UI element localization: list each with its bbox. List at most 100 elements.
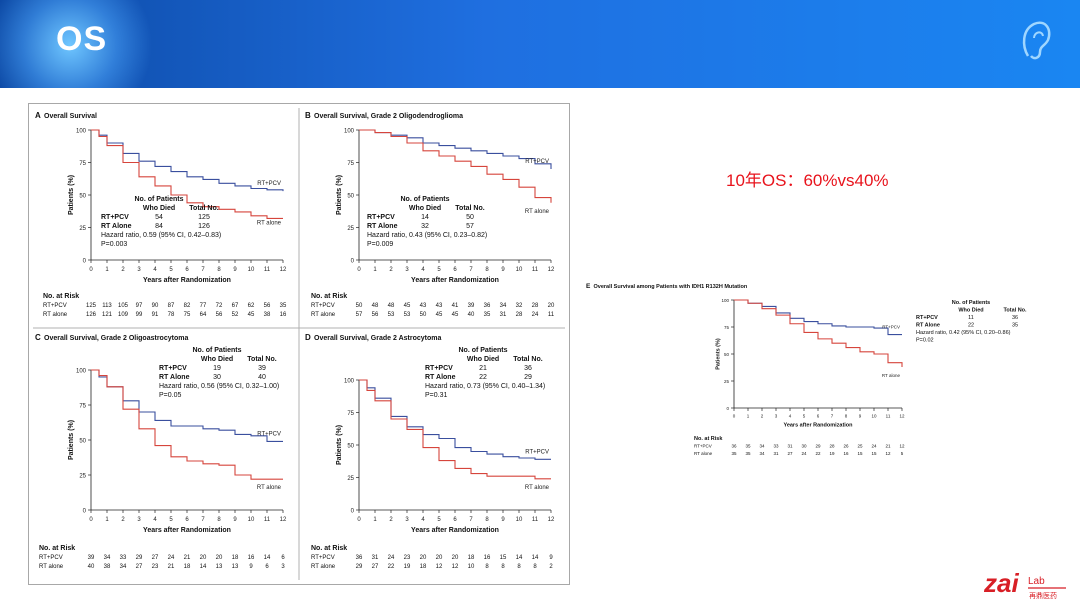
x-tick-label: 2 [121,517,125,523]
at-risk-value: 38 [104,564,111,570]
at-risk-row-label: RT+PCV [43,303,67,309]
x-tick-label: 0 [357,517,361,523]
at-risk-value: 48 [388,303,395,309]
y-tick-label: 0 [83,258,87,264]
x-tick-label: 11 [532,267,539,273]
at-risk-value: 12 [452,564,459,570]
x-tick-label: 2 [121,267,125,273]
at-risk-value: 125 [86,303,97,309]
panel-e: E Overall Survival among Patients with ID… [586,283,1027,456]
p-value: P=0.009 [367,241,393,248]
panel-title: Overall Survival, Grade 2 Astrocytoma [314,335,441,342]
at-risk-row-label: RT+PCV [39,555,63,561]
table-header: Total No. [513,356,542,363]
at-risk-value: 34 [759,444,765,449]
x-tick-label: 8 [485,267,489,273]
p-value: P=0.05 [159,392,181,399]
p-value: P=0.003 [101,241,127,248]
table-header: Total No. [247,356,276,363]
y-tick-label: 25 [347,226,354,232]
at-risk-value: 19 [404,564,411,570]
at-risk-value: 14 [264,555,271,561]
x-tick-label: 9 [859,414,862,419]
at-risk-value: 5 [901,451,904,456]
at-risk-value: 15 [500,555,507,561]
y-axis-label: Patients (%) [68,175,75,215]
at-risk-row-label: RT alone [39,564,64,570]
at-risk-row-label: RT alone [311,564,336,570]
at-risk-value: 40 [468,312,475,318]
at-risk-value: 14 [516,555,523,561]
x-tick-label: 10 [516,267,523,273]
panel-title: Overall Survival, Grade 2 Oligoastrocyto… [44,335,188,342]
panel-label: B [305,111,311,120]
table-cell: 40 [258,374,266,381]
at-risk-value: 34 [759,451,765,456]
table-row-label: RT Alone [101,223,132,230]
y-tick-label: 75 [724,325,730,330]
at-risk-value: 30 [801,444,807,449]
at-risk-value: 19 [829,451,835,456]
panel-label: E [586,283,591,290]
at-risk-row-label: RT alone [311,312,336,318]
at-risk-value: 24 [871,444,877,449]
table-header: No. of Patients [952,300,991,306]
at-risk-value: 45 [404,303,411,309]
table-cell: 22 [479,374,487,381]
x-tick-label: 8 [217,267,221,273]
x-tick-label: 8 [485,517,489,523]
x-tick-label: 10 [248,267,255,273]
at-risk-value: 3 [281,564,285,570]
panel-title: Overall Survival [44,113,97,120]
at-risk-value: 27 [136,564,143,570]
table-header: Who Died [201,356,233,363]
logo-text: zai [984,568,1019,598]
x-tick-label: 1 [105,517,109,523]
at-risk-value: 20 [200,555,207,561]
at-risk-value: 53 [404,312,411,318]
at-risk-value: 24 [168,555,175,561]
x-tick-label: 6 [185,267,189,273]
x-tick-label: 6 [185,517,189,523]
at-risk-label: No. at Risk [43,293,79,300]
at-risk-value: 31 [372,555,379,561]
x-axis-label: Years after Randomization [143,527,231,534]
x-tick-label: 6 [453,517,457,523]
panel-title: Overall Survival, Grade 2 Oligodendrogli… [314,113,463,120]
x-tick-label: 1 [373,517,377,523]
at-risk-value: 20 [420,555,427,561]
table-cell: 35 [1012,323,1018,329]
table-header: No. of Patients [400,196,449,203]
table-cell: 14 [421,214,429,221]
x-tick-label: 11 [886,414,891,419]
x-tick-label: 7 [469,267,473,273]
x-axis-label: Years after Randomization [411,277,499,284]
at-risk-value: 82 [184,303,191,309]
x-tick-label: 2 [761,414,764,419]
zai-lab-logo: zai Lab 再鼎医药 [984,568,1066,600]
at-risk-value: 35 [280,303,287,309]
at-risk-value: 34 [104,555,111,561]
x-tick-label: 4 [153,517,157,523]
logo-sub: Lab [1028,576,1045,587]
at-risk-value: 36 [484,303,491,309]
y-tick-label: 25 [724,379,730,384]
km-curve-rt-alone [734,299,903,367]
x-tick-label: 7 [469,517,473,523]
table-header: Who Died [143,205,175,212]
table-cell: 22 [968,323,974,329]
at-risk-value: 27 [787,451,793,456]
table-header: Total No. [189,205,218,212]
y-tick-label: 50 [79,438,86,444]
x-tick-label: 5 [803,414,806,419]
x-tick-label: 4 [421,267,425,273]
x-tick-label: 9 [233,517,237,523]
at-risk-value: 56 [264,303,271,309]
curve-label: RT alone [257,485,282,491]
at-risk-value: 29 [356,564,363,570]
at-risk-row-label: RT+PCV [694,444,712,449]
table-cell: 39 [258,365,266,372]
table-row-label: RT Alone [425,374,456,381]
